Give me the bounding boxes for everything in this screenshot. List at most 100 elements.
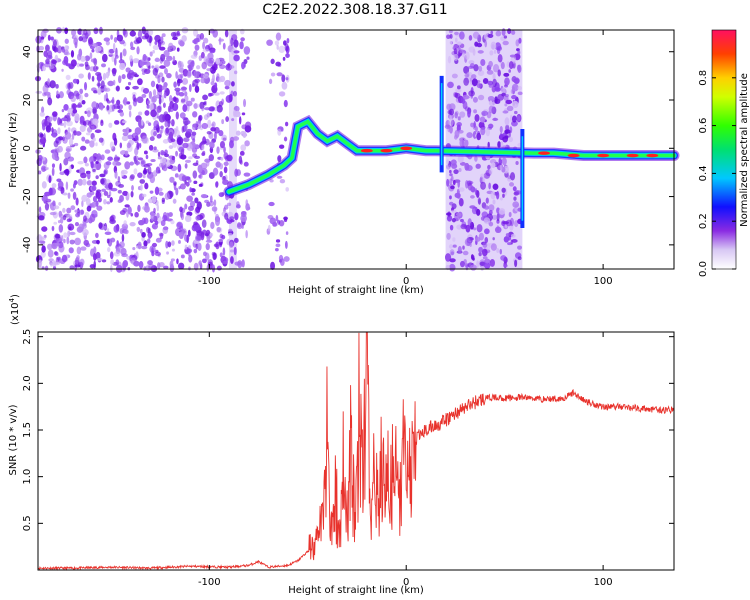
heat-cell — [62, 136, 65, 141]
heat-cell — [155, 237, 162, 243]
heat-cell — [156, 105, 162, 113]
heat-cell — [195, 120, 199, 127]
heat-cell — [121, 223, 129, 230]
heat-cell — [188, 245, 192, 249]
heat-cell — [202, 258, 207, 264]
heat-cell — [140, 160, 145, 165]
heat-cell — [448, 30, 453, 34]
heat-cell — [184, 91, 188, 97]
x-tick-label: 100 — [594, 577, 613, 588]
heat-cell — [77, 178, 84, 186]
heat-cell — [114, 120, 120, 125]
heat-cell — [113, 36, 118, 43]
heat-cell — [143, 240, 148, 247]
heat-cell — [122, 132, 129, 137]
heat-cell — [222, 247, 226, 256]
heat-cell — [502, 110, 509, 114]
heat-cell — [124, 229, 129, 235]
heat-cell — [161, 85, 165, 90]
heat-cell — [62, 207, 66, 213]
heat-cell — [157, 41, 162, 48]
heat-cell — [487, 80, 494, 86]
heat-cell — [112, 42, 116, 52]
heat-cell — [67, 192, 71, 199]
heat-cell — [74, 209, 79, 213]
heat-cell — [200, 51, 205, 59]
heat-cell — [242, 131, 247, 138]
heat-cell — [63, 158, 69, 166]
heat-cell — [106, 201, 111, 205]
x-tick-label: 0 — [403, 276, 409, 287]
heat-cell — [122, 128, 128, 133]
heat-cell — [140, 184, 143, 191]
heat-cell — [158, 191, 164, 196]
heat-cell — [152, 67, 158, 76]
heat-cell — [48, 175, 52, 184]
heat-cell — [509, 126, 513, 134]
heat-cell — [71, 29, 77, 37]
heat-cell — [70, 95, 77, 103]
heat-cell — [492, 78, 497, 88]
heat-cell — [163, 59, 171, 67]
heat-cell — [205, 252, 210, 261]
heat-cell — [137, 30, 143, 39]
heat-cell — [170, 31, 177, 37]
heat-cell — [119, 228, 124, 235]
heat-cell — [476, 42, 483, 48]
heat-cell — [111, 99, 115, 104]
heat-cell — [243, 46, 251, 55]
heat-cell — [192, 170, 198, 179]
heat-cell — [102, 72, 107, 81]
heat-cell — [453, 48, 457, 55]
heat-cell — [511, 115, 517, 123]
heat-cell — [459, 111, 466, 118]
heat-cell — [91, 48, 95, 53]
heat-cell — [267, 224, 271, 232]
heat-cell — [222, 60, 226, 65]
heat-cell — [230, 256, 234, 264]
heat-cell — [511, 30, 516, 35]
colorbar: 0.0 0.2 0.4 0.6 0.8 Normalized spectral ampl… — [698, 29, 750, 277]
heat-cell — [181, 78, 189, 85]
heat-cell — [491, 162, 496, 169]
heat-cell — [168, 42, 174, 50]
heat-cell — [65, 63, 72, 67]
heat-cell — [214, 107, 218, 112]
heat-cell — [511, 239, 518, 243]
heat-cell — [61, 117, 68, 122]
heat-cell — [136, 226, 141, 232]
heat-core — [626, 153, 639, 158]
heat-core — [597, 153, 610, 158]
heat-cell — [158, 46, 166, 51]
heat-cell — [285, 77, 289, 81]
heat-cell — [47, 78, 51, 86]
heat-cell — [469, 77, 473, 82]
heat-cell — [63, 238, 66, 244]
heat-cell — [171, 248, 175, 252]
heat-cell — [43, 50, 49, 58]
heat-cell — [462, 245, 465, 250]
heat-cell — [490, 191, 496, 200]
heat-cell — [39, 111, 45, 117]
heat-cell — [459, 138, 465, 148]
heat-cell — [285, 53, 290, 58]
heat-cell — [278, 91, 286, 97]
heat-cell — [508, 69, 511, 73]
heat-cell — [38, 206, 42, 213]
heat-cell — [476, 132, 482, 141]
heat-cell — [184, 234, 190, 242]
heat-cell — [224, 85, 230, 90]
heat-cell — [191, 123, 197, 131]
heat-cell — [90, 58, 97, 63]
heat-cell — [155, 83, 159, 90]
heat-cell — [173, 133, 177, 138]
heat-cell — [245, 203, 250, 211]
heat-cell — [457, 179, 461, 188]
heat-cell — [450, 159, 457, 166]
heat-cell — [88, 156, 96, 164]
heat-cell — [149, 136, 155, 142]
heat-cell — [462, 250, 469, 256]
heat-cell — [81, 194, 88, 202]
heat-cell — [176, 222, 182, 228]
heat-cell — [224, 212, 229, 220]
